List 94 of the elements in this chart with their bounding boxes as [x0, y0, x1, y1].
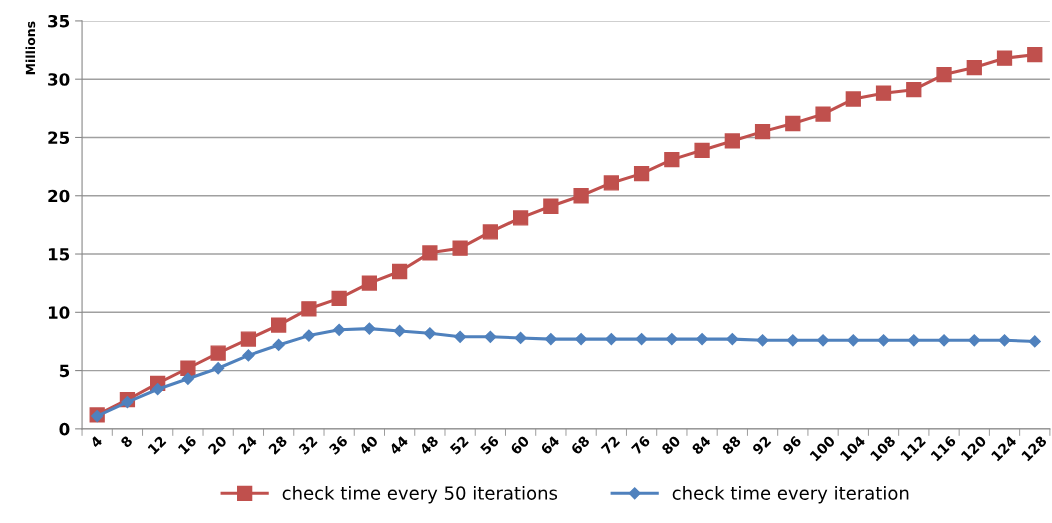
- legend-label: check time every 50 iterations: [282, 485, 558, 504]
- x-tick-label: 64: [540, 435, 561, 456]
- y-tick-label: 15: [48, 248, 70, 261]
- point: [815, 106, 831, 122]
- point: [181, 372, 195, 385]
- point: [393, 324, 406, 338]
- point: [786, 334, 799, 347]
- point: [968, 334, 981, 347]
- point: [512, 210, 529, 226]
- y-axis-title: Millions: [25, 21, 36, 75]
- point: [573, 188, 589, 204]
- point: [877, 334, 890, 347]
- point: [906, 82, 922, 98]
- point: [605, 333, 618, 346]
- point: [423, 327, 436, 340]
- point: [301, 301, 317, 317]
- point: [575, 333, 588, 346]
- point: [271, 317, 287, 333]
- point: [633, 165, 650, 182]
- x-tick-label: 28: [268, 435, 288, 455]
- x-tick-label: 20: [207, 435, 228, 455]
- point: [272, 338, 285, 352]
- point: [603, 175, 619, 191]
- point: [754, 124, 771, 140]
- point: [847, 334, 860, 347]
- x-tick-label: 52: [449, 435, 469, 455]
- point: [452, 240, 468, 256]
- point: [391, 263, 408, 280]
- point: [514, 331, 527, 345]
- x-tick-label: 24: [237, 435, 258, 455]
- point: [210, 345, 226, 361]
- point: [907, 334, 920, 347]
- point: [875, 85, 892, 101]
- point: [635, 333, 648, 346]
- x-tick-label: 92: [751, 435, 772, 456]
- y-tick-label: 5: [59, 364, 70, 378]
- x-tick-label: 60: [509, 435, 530, 456]
- point: [240, 331, 257, 347]
- point: [1027, 47, 1043, 63]
- x-tick-label: 76: [630, 435, 651, 456]
- point: [695, 333, 709, 346]
- x-tick-label: 96: [781, 435, 802, 456]
- point: [363, 322, 376, 335]
- point: [151, 383, 164, 396]
- legend-label: check time every iteration: [672, 485, 909, 504]
- x-tick-label: 8: [120, 435, 134, 449]
- point: [998, 334, 1011, 347]
- x-tick-label: 4: [89, 435, 103, 449]
- y-tick-label: 20: [48, 189, 70, 203]
- point: [724, 133, 740, 149]
- x-tick-label: 48: [418, 435, 439, 456]
- point: [482, 224, 499, 240]
- point: [936, 66, 952, 83]
- point: [966, 59, 982, 76]
- point: [694, 142, 710, 158]
- x-tick-label: 16: [177, 435, 198, 455]
- point: [664, 151, 680, 168]
- point: [816, 334, 830, 347]
- point: [331, 290, 347, 306]
- y-tick-label: 35: [48, 14, 70, 28]
- x-tick-label: 56: [479, 435, 500, 455]
- point: [726, 333, 739, 346]
- point: [484, 330, 497, 343]
- point: [422, 245, 438, 261]
- x-tick-label: 88: [721, 435, 742, 456]
- x-tick-label: 80: [661, 435, 682, 456]
- x-tick-label: 40: [358, 435, 379, 456]
- x-tick-label: 68: [570, 435, 591, 456]
- y-tick-label: 30: [48, 73, 70, 86]
- point: [996, 50, 1013, 66]
- point: [845, 91, 861, 107]
- x-tick-label: 44: [388, 435, 409, 456]
- point: [665, 333, 678, 346]
- x-tick-label: 36: [328, 435, 349, 456]
- point: [302, 329, 315, 342]
- point: [180, 360, 196, 376]
- point: [1028, 335, 1041, 348]
- point: [543, 198, 559, 214]
- x-tick-label: 84: [691, 435, 712, 456]
- point: [454, 330, 467, 343]
- y-tick-label: 0: [59, 422, 70, 436]
- point: [361, 275, 378, 291]
- point: [756, 334, 769, 347]
- point: [544, 333, 557, 346]
- x-tick-label: 12: [147, 435, 167, 455]
- x-tick-label: 32: [298, 435, 318, 456]
- point: [212, 362, 225, 375]
- x-tick-label: 72: [600, 435, 621, 455]
- y-tick-label: 25: [48, 131, 70, 145]
- point: [937, 334, 951, 347]
- y-tick-label: 10: [48, 306, 70, 319]
- point: [333, 323, 346, 336]
- point: [785, 115, 801, 132]
- point: [242, 349, 255, 362]
